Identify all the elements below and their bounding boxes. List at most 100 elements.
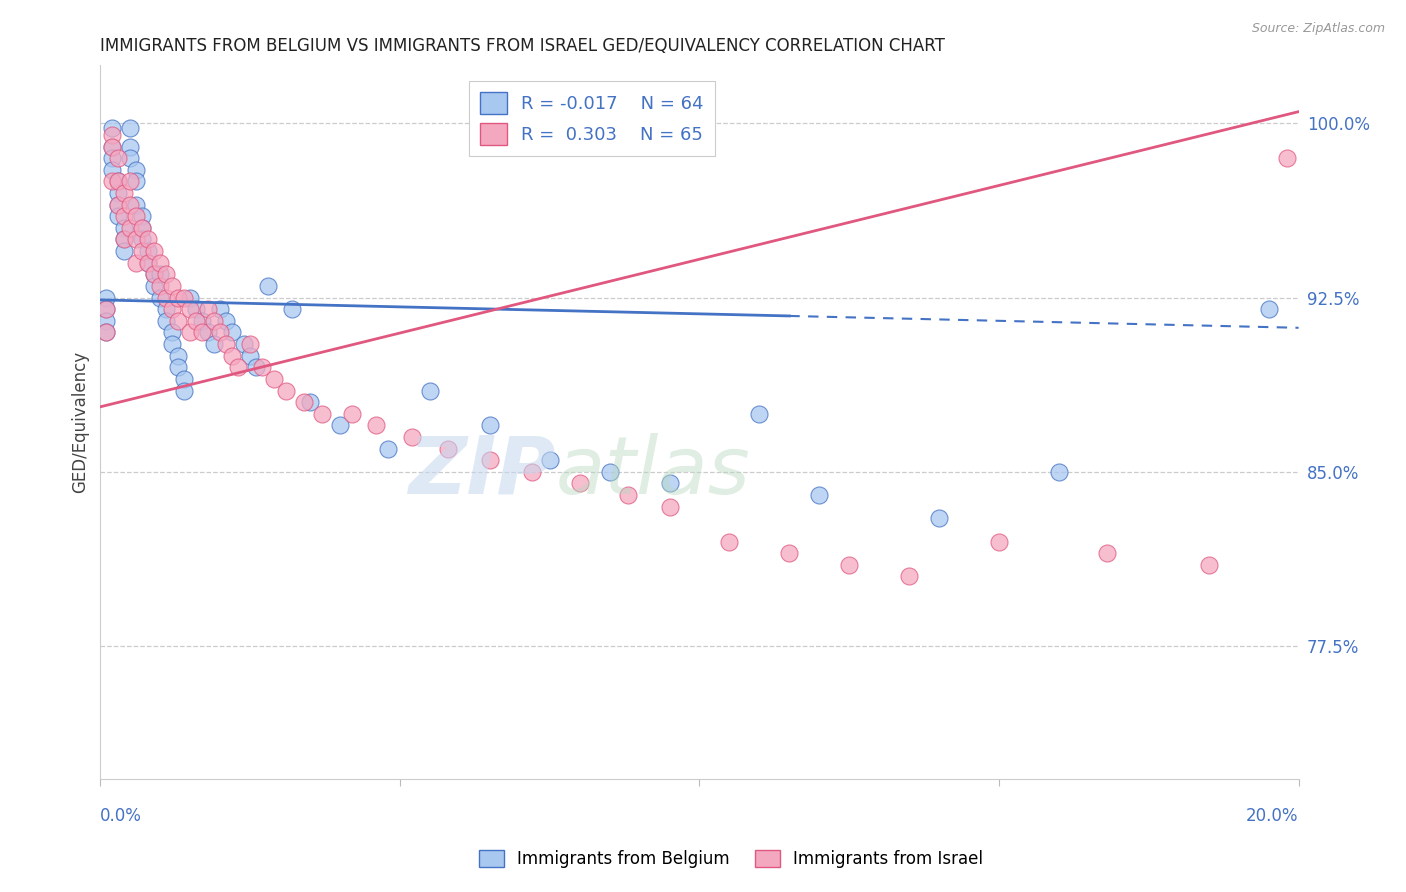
Point <box>520 465 543 479</box>
Point <box>437 442 460 456</box>
Point <box>120 151 142 165</box>
Point <box>202 314 225 328</box>
Point <box>215 314 238 328</box>
Point <box>838 558 860 572</box>
Point <box>616 488 638 502</box>
Text: 20.0%: 20.0% <box>1246 806 1299 824</box>
Point <box>136 256 159 270</box>
Point <box>1257 302 1279 317</box>
Point <box>107 174 129 188</box>
Point <box>478 418 501 433</box>
Point <box>898 569 921 583</box>
Point <box>112 209 135 223</box>
Point <box>179 291 201 305</box>
Point <box>107 197 129 211</box>
Point <box>107 197 129 211</box>
Point <box>209 302 232 317</box>
Point <box>149 291 172 305</box>
Point <box>281 302 304 317</box>
Point <box>107 151 129 165</box>
Point <box>718 534 741 549</box>
Point <box>226 360 249 375</box>
Point <box>239 337 262 351</box>
Point <box>107 174 129 188</box>
Point <box>1198 558 1220 572</box>
Point <box>149 256 172 270</box>
Point <box>364 418 387 433</box>
Point <box>120 220 142 235</box>
Point <box>202 337 225 351</box>
Point <box>107 209 129 223</box>
Point <box>292 395 315 409</box>
Point <box>478 453 501 467</box>
Point <box>136 244 159 259</box>
Point <box>112 220 135 235</box>
Point <box>1047 465 1070 479</box>
Point <box>125 162 148 177</box>
Point <box>299 395 322 409</box>
Point <box>143 244 166 259</box>
Point <box>162 279 184 293</box>
Point <box>658 476 681 491</box>
Point <box>329 418 352 433</box>
Point <box>377 442 399 456</box>
Point <box>112 244 135 259</box>
Point <box>1275 151 1298 165</box>
Point <box>340 407 363 421</box>
Point <box>101 174 124 188</box>
Point <box>112 186 135 200</box>
Point <box>173 384 195 398</box>
Point <box>988 534 1011 549</box>
Point <box>96 314 118 328</box>
Point <box>179 326 201 340</box>
Point <box>658 500 681 514</box>
Point <box>112 232 135 246</box>
Text: Source: ZipAtlas.com: Source: ZipAtlas.com <box>1251 22 1385 36</box>
Point <box>112 232 135 246</box>
Text: ZIP: ZIP <box>408 433 555 511</box>
Point <box>149 279 172 293</box>
Point <box>131 220 153 235</box>
Point <box>233 337 256 351</box>
Point <box>101 139 124 153</box>
Text: atlas: atlas <box>555 433 751 511</box>
Point <box>401 430 423 444</box>
Point <box>155 268 177 282</box>
Point <box>191 314 214 328</box>
Point <box>96 326 118 340</box>
Point <box>599 465 621 479</box>
Point <box>197 326 219 340</box>
Point <box>155 302 177 317</box>
Point <box>96 302 118 317</box>
Point <box>808 488 831 502</box>
Point <box>162 337 184 351</box>
Point <box>96 302 118 317</box>
Point <box>120 197 142 211</box>
Legend: Immigrants from Belgium, Immigrants from Israel: Immigrants from Belgium, Immigrants from… <box>472 843 990 875</box>
Point <box>120 174 142 188</box>
Point <box>101 139 124 153</box>
Point <box>149 268 172 282</box>
Point <box>167 291 190 305</box>
Point <box>167 349 190 363</box>
Point <box>162 302 184 317</box>
Y-axis label: GED/Equivalency: GED/Equivalency <box>72 351 89 493</box>
Point <box>136 232 159 246</box>
Point <box>101 162 124 177</box>
Point <box>96 291 118 305</box>
Point <box>125 197 148 211</box>
Point <box>167 360 190 375</box>
Point <box>250 360 273 375</box>
Point <box>125 209 148 223</box>
Point <box>568 476 591 491</box>
Point <box>143 268 166 282</box>
Point <box>419 384 441 398</box>
Point <box>1095 546 1118 560</box>
Point <box>221 326 243 340</box>
Point <box>155 291 177 305</box>
Point <box>125 174 148 188</box>
Point <box>131 220 153 235</box>
Point <box>125 256 148 270</box>
Point <box>274 384 297 398</box>
Point <box>143 268 166 282</box>
